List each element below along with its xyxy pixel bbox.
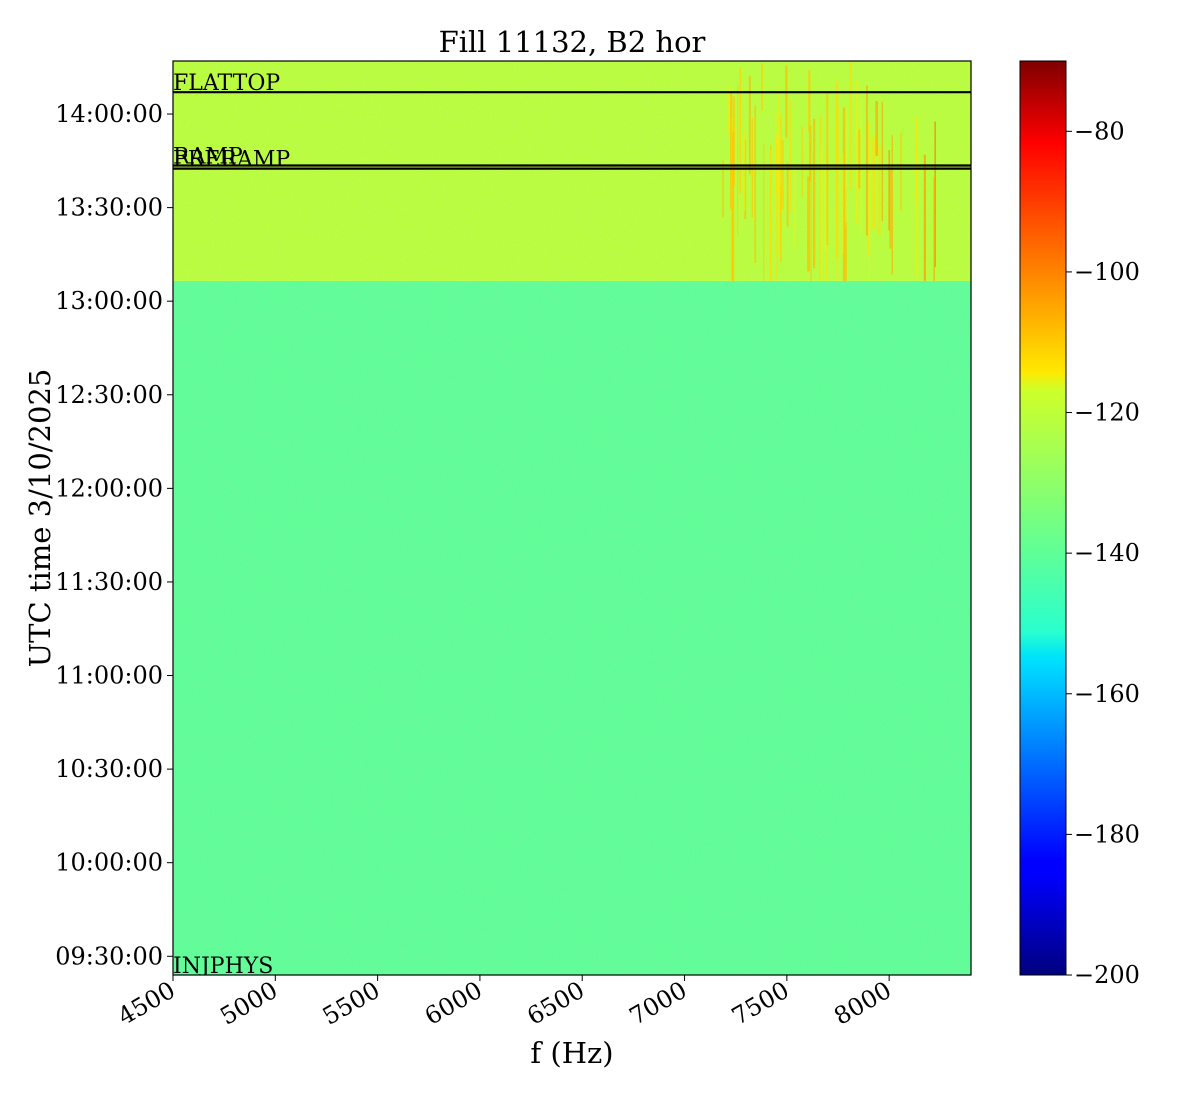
chart-title: Fill 11132, B2 hor [439, 25, 706, 59]
y-tick-label: 13:30:00 [55, 194, 163, 222]
colorbar-tick-label: −120 [1074, 399, 1140, 427]
x-tick-label: 7000 [625, 976, 692, 1031]
colorbar-tick-label: −200 [1074, 961, 1140, 989]
x-axis: 4500 5000 5500 6000 6500 7000 7500 8000 [113, 975, 896, 1031]
beam-mode-label: INJPHYS [173, 954, 273, 979]
y-tick-label: 09:30:00 [55, 942, 163, 970]
y-tick-label: 11:00:00 [55, 662, 163, 690]
y-tick-label: 12:00:00 [55, 474, 163, 502]
colorbar-tick-label: −100 [1074, 258, 1140, 286]
y-tick-label: 10:30:00 [55, 755, 163, 783]
y-tick-label: 11:30:00 [55, 568, 163, 596]
x-tick-label: 4500 [113, 976, 180, 1031]
y-axis: 09:30:00 10:00:00 10:30:00 11:00:00 11:30:00… [55, 100, 173, 970]
y-tick-label: 12:30:00 [55, 381, 163, 409]
colorbar-tick-label: −140 [1074, 539, 1140, 567]
x-axis-label: f (Hz) [530, 1036, 613, 1070]
y-tick-label: 10:00:00 [55, 849, 163, 877]
x-tick-label: 8000 [829, 976, 896, 1031]
beam-mode-label: RAMP [173, 145, 243, 170]
beam-mode-label: PRERAMP [173, 148, 290, 173]
y-axis-label: UTC time 3/10/2025 [23, 369, 57, 668]
colorbar-tick-label: −80 [1074, 117, 1125, 145]
noise-texture [173, 61, 971, 975]
x-tick-label: 6000 [420, 976, 487, 1031]
plot-frame [172, 60, 972, 976]
x-tick-label: 5500 [318, 976, 385, 1031]
x-tick-label: 7500 [727, 976, 794, 1031]
colorbar [1019, 60, 1067, 976]
colorbar-axis: −200 −180 −160 −140 −120 −100 −80 [1066, 117, 1140, 989]
y-tick-label: 14:00:00 [55, 100, 163, 128]
colorbar-tick-label: −180 [1074, 820, 1140, 848]
x-tick-label: 6500 [522, 976, 589, 1031]
colorbar-tick-label: −160 [1074, 680, 1140, 708]
beam-mode-label: FLATTOP [173, 71, 280, 96]
x-tick-label: 5000 [215, 976, 282, 1031]
y-tick-label: 13:00:00 [55, 287, 163, 315]
